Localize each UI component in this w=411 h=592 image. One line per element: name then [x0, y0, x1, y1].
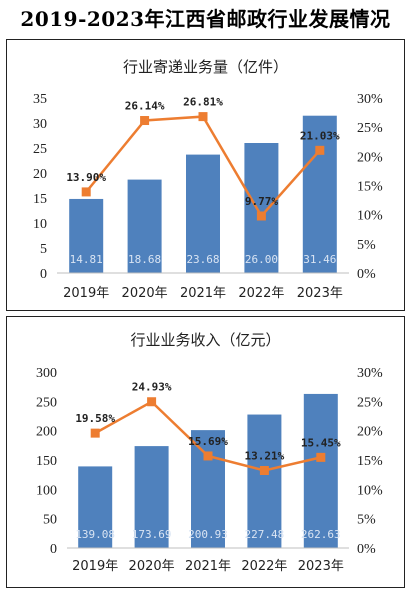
- x-tick-label: 2022年: [238, 286, 284, 301]
- growth-value-label: 13.21%: [245, 450, 285, 463]
- bar-value-label: 139.08: [75, 528, 115, 541]
- growth-marker: [316, 452, 326, 462]
- bar: [134, 446, 169, 548]
- y2-tick-label: 0%: [357, 267, 376, 282]
- growth-value-label: 19.58%: [75, 412, 115, 425]
- x-tick-label: 2020年: [129, 559, 175, 574]
- bar: [303, 393, 338, 548]
- bar: [191, 430, 225, 548]
- y-tick-label: 0: [50, 542, 57, 557]
- bar: [69, 198, 104, 273]
- y2-tick-label: 5%: [357, 513, 376, 528]
- y-tick-label: 10: [33, 217, 47, 232]
- y-tick-label: 15: [33, 192, 47, 207]
- y2-tick-label: 10%: [357, 209, 383, 224]
- x-tick-label: 2020年: [122, 286, 168, 301]
- y2-tick-label: 5%: [357, 238, 376, 253]
- growth-marker: [81, 187, 91, 197]
- x-tick-label: 2022年: [241, 559, 287, 574]
- bar-value-label: 14.81: [70, 253, 103, 266]
- y2-tick-label: 30%: [357, 92, 383, 107]
- x-tick-label: 2023年: [297, 286, 343, 301]
- bar-value-label: 227.48: [245, 528, 285, 541]
- growth-marker: [147, 397, 157, 407]
- y-tick-label: 35: [33, 92, 47, 107]
- bar-value-label: 262.63: [301, 528, 341, 541]
- y2-tick-label: 25%: [357, 395, 383, 410]
- y-tick-label: 0: [40, 267, 47, 282]
- bar: [186, 154, 220, 273]
- volume-chart-panel: 行业寄递业务量（亿件） 0 5 10 15 20 25 30 35 0% 5% 10% 15% 20% 2…: [6, 39, 405, 311]
- bar: [244, 143, 279, 273]
- bar: [302, 115, 337, 273]
- y2-tick-label: 15%: [357, 180, 383, 195]
- y-tick-label: 5: [40, 242, 47, 257]
- x-tick-label: 2021年: [185, 559, 231, 574]
- growth-value-label: 15.69%: [188, 435, 228, 448]
- y-tick-label: 25: [33, 142, 47, 157]
- bar-value-label: 173.69: [132, 528, 172, 541]
- y-tick-label: 100: [36, 483, 57, 498]
- y2-tick-label: 30%: [357, 366, 383, 381]
- growth-value-label: 9.77%: [245, 195, 278, 208]
- y2-tick-label: 0%: [357, 542, 376, 557]
- x-tick-label: 2023年: [298, 559, 344, 574]
- y2-tick-label: 20%: [357, 425, 383, 440]
- growth-value-label: 24.93%: [132, 381, 172, 394]
- growth-value-label: 26.14%: [125, 100, 165, 113]
- bar-value-label: 18.68: [128, 253, 161, 266]
- growth-marker: [256, 211, 266, 221]
- x-tick-label: 2021年: [180, 286, 226, 301]
- growth-marker: [198, 112, 208, 122]
- revenue-chart-svg: 0 50 100 150 200 250 300 0% 5% 10% 15% 20% 25% 30% 139…: [36, 366, 383, 574]
- volume-chart-svg: 0 5 10 15 20 25 30 35 0% 5% 10% 15% 20% 25% 30% 14.81 18…: [33, 92, 383, 301]
- growth-value-label: 13.90%: [66, 171, 106, 184]
- growth-marker: [90, 428, 100, 438]
- y-tick-label: 20: [33, 167, 47, 182]
- x-tick-label: 2019年: [72, 559, 118, 574]
- y-tick-label: 250: [36, 395, 57, 410]
- y-tick-label: 150: [36, 454, 57, 469]
- page-title: 2019-2023年江西省邮政行业发展情况: [20, 7, 391, 31]
- bar: [127, 179, 162, 273]
- bar-value-label: 31.46: [303, 253, 336, 266]
- bar-value-label: 26.00: [245, 253, 278, 266]
- bar-value-label: 23.68: [186, 253, 219, 266]
- growth-value-label: 26.81%: [183, 96, 223, 109]
- y2-tick-label: 25%: [357, 121, 383, 136]
- y-tick-label: 300: [36, 366, 57, 381]
- y2-tick-label: 20%: [357, 150, 383, 165]
- y-tick-label: 30: [33, 117, 47, 132]
- growth-value-label: 21.03%: [300, 129, 340, 142]
- y-tick-label: 50: [43, 513, 57, 528]
- bar-value-label: 200.93: [188, 528, 228, 541]
- bar: [78, 466, 113, 548]
- growth-marker: [140, 116, 150, 126]
- growth-value-label: 15.45%: [301, 436, 341, 449]
- revenue-chart-panel: 行业业务收入（亿元） 0 50 100 150 200 250 300 0% 5% 10% 15% 2…: [6, 316, 405, 588]
- growth-marker: [203, 451, 213, 461]
- y-tick-label: 200: [36, 425, 57, 440]
- volume-chart-title: 行业寄递业务量（亿件）: [122, 58, 288, 76]
- revenue-chart-title: 行业业务收入（亿元）: [130, 331, 281, 349]
- bar: [247, 414, 282, 548]
- growth-marker: [315, 145, 325, 155]
- growth-marker: [259, 466, 269, 476]
- y2-tick-label: 15%: [357, 454, 383, 469]
- y2-tick-label: 10%: [357, 483, 383, 498]
- x-tick-label: 2019年: [63, 286, 109, 301]
